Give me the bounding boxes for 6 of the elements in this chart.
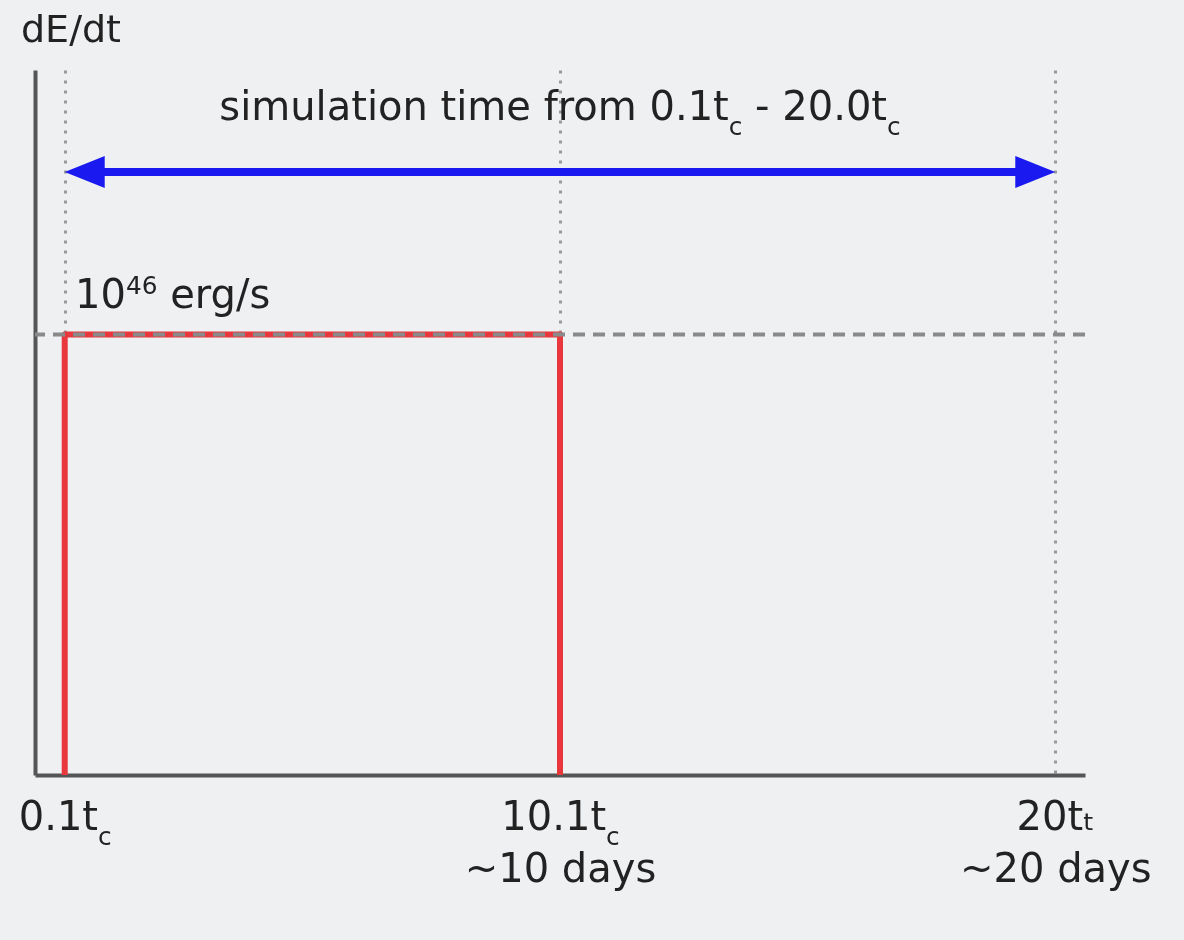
x-tick-label: 0.1t$_{c}$: [18, 792, 112, 850]
x-tick-label: 20tₜ ~20 days: [960, 792, 1152, 891]
text: simulation time from 0.1t$_{c}$ - 20.0t$_{c}$: [219, 83, 901, 141]
x-tick-label: 10.1t$_{c}$ ~10 days: [464, 792, 657, 891]
ref-line-label: 10$^{46}$ erg/s: [75, 270, 271, 318]
text: dE/dt: [21, 7, 121, 51]
